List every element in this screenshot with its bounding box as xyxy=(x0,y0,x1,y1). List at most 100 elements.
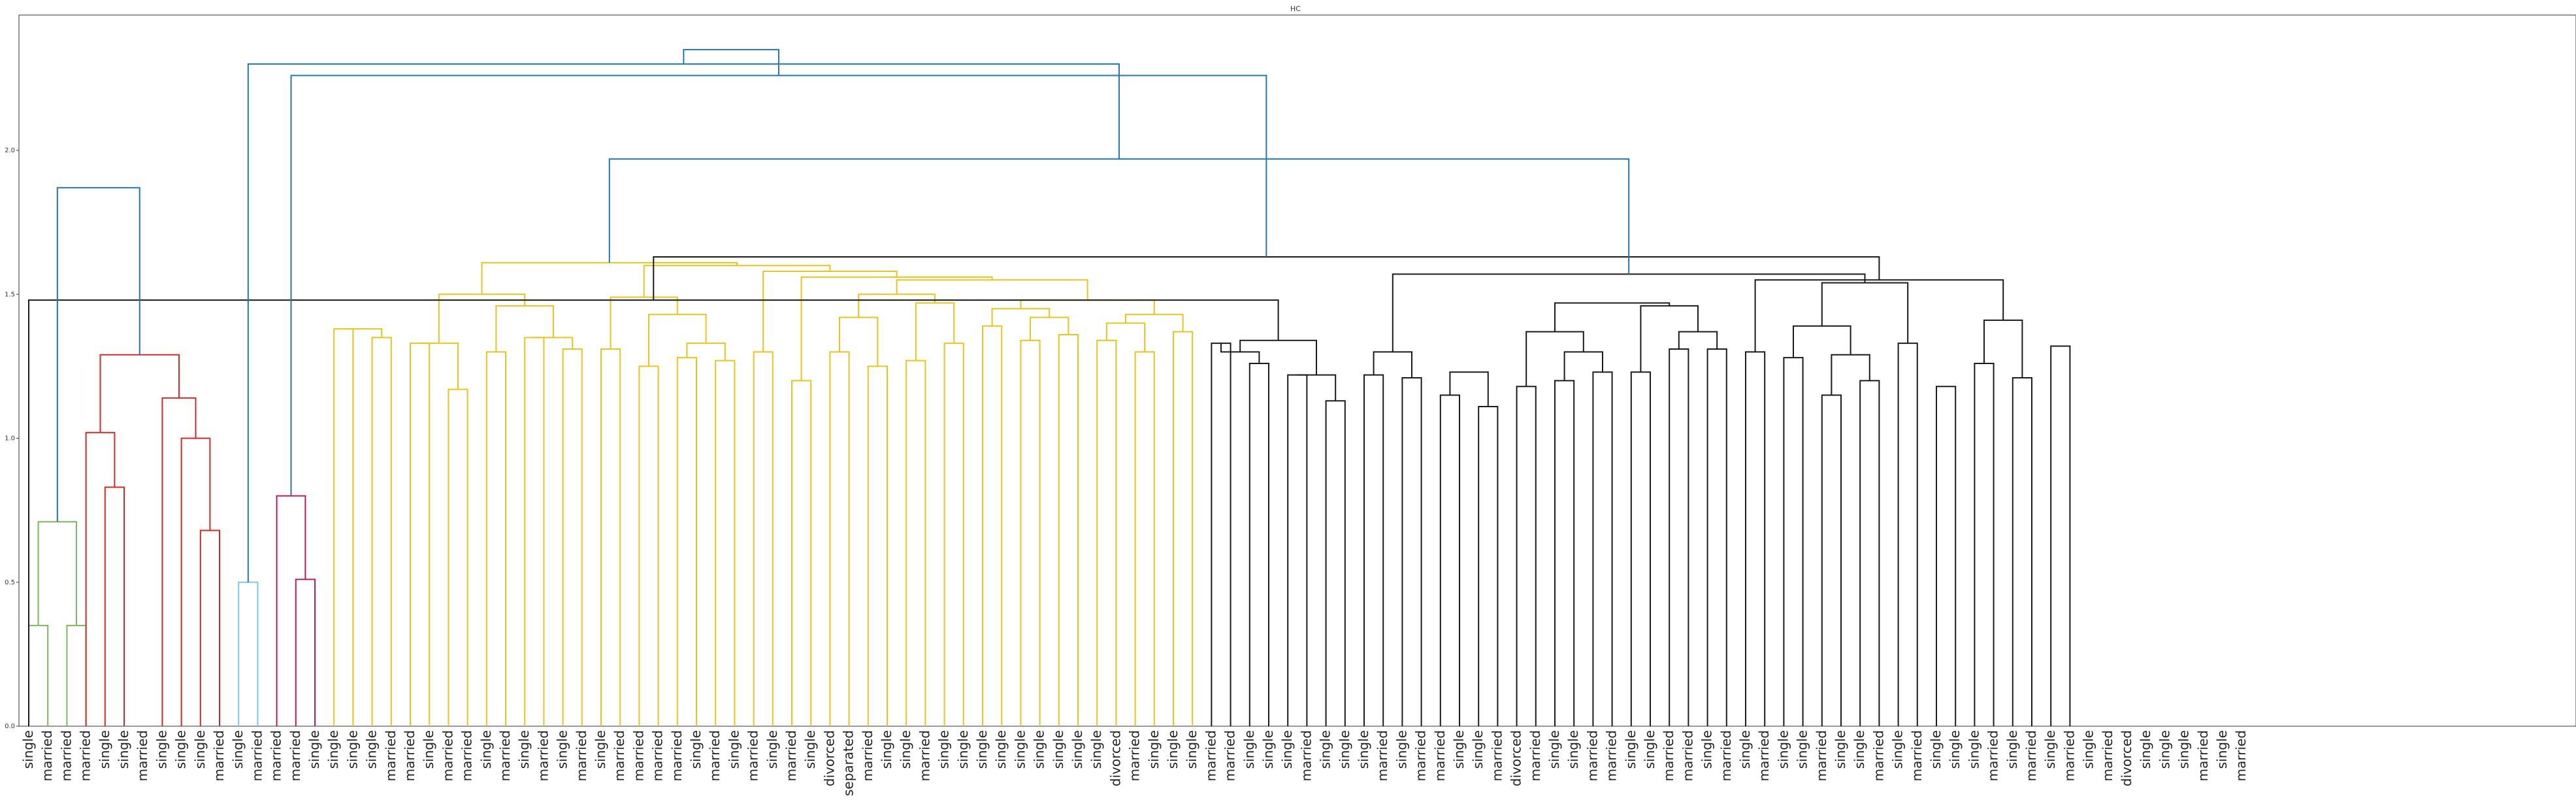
dendrogram-link xyxy=(1020,299,1155,315)
leaf-label: married xyxy=(535,730,551,781)
leaf-label: single xyxy=(555,730,570,769)
dendrogram-link xyxy=(1783,357,1804,726)
leaf-label: married xyxy=(1413,730,1429,781)
dendrogram-link xyxy=(534,337,574,349)
dendrogram-link xyxy=(56,187,140,522)
leaf-label: single xyxy=(20,730,36,769)
leaf-label: married xyxy=(39,730,55,781)
leaf-label: married xyxy=(2023,730,2039,781)
dendrogram-link xyxy=(1974,362,1995,726)
leaf-label: married xyxy=(459,730,475,781)
dendrogram-link xyxy=(28,299,1279,726)
dendrogram-link xyxy=(896,279,1088,301)
leaf-label: single xyxy=(1451,730,1467,769)
leaf-label: single xyxy=(1775,730,1791,769)
dendrogram-link xyxy=(295,578,316,726)
dendrogram-link xyxy=(180,437,211,726)
dendrogram-link xyxy=(2012,377,2032,726)
leaf-label: married xyxy=(402,730,417,781)
leaf-label: married xyxy=(630,730,646,781)
dendrogram-link xyxy=(1525,331,1584,387)
leaf-label: married xyxy=(1604,730,1620,781)
dendrogram-link xyxy=(276,495,306,726)
dendrogram-link xyxy=(1439,394,1460,726)
leaf-label: single xyxy=(1546,730,1562,769)
dendrogram-link xyxy=(1105,322,1146,352)
dendrogram-link xyxy=(982,325,1003,726)
leaf-label: single xyxy=(1356,730,1371,769)
leaf-label: single xyxy=(1623,730,1639,769)
leaf-label: married xyxy=(1584,730,1600,781)
dendrogram-link xyxy=(1211,343,1231,726)
leaf-label: single xyxy=(2004,730,2020,769)
dendrogram-link xyxy=(653,256,1880,301)
dendrogram-link xyxy=(1020,339,1041,726)
leaf-label: married xyxy=(78,730,93,781)
dendrogram-link xyxy=(1392,273,1866,352)
dendrogram-link xyxy=(290,75,1267,496)
dendrogram-link xyxy=(1983,319,2023,378)
dendrogram-link xyxy=(524,337,545,726)
dendrogram-link xyxy=(28,624,49,726)
dendrogram-link xyxy=(1363,374,1384,726)
leaf-label: single xyxy=(1890,730,1906,769)
dendrogram-link xyxy=(1297,374,1337,401)
leaf-label: single xyxy=(2214,730,2230,769)
dendrogram-link xyxy=(1793,325,1851,358)
y-axis: 0.0 0.5 1.0 1.5 2.0 xyxy=(5,147,19,730)
leaf-label: single xyxy=(1241,730,1257,769)
leaf-label: single xyxy=(2157,730,2172,769)
leaf-label: married xyxy=(1527,730,1543,781)
leaf-label: married xyxy=(783,730,799,781)
leaf-label: single xyxy=(2081,730,2096,769)
dendrogram-link xyxy=(1030,316,1069,341)
dendrogram-link xyxy=(683,48,779,76)
leaf-label: single xyxy=(1966,730,1981,769)
leaf-label: married xyxy=(1127,730,1143,781)
dendrogram-link xyxy=(638,365,659,726)
leaf-label: single xyxy=(726,730,742,769)
dendrogram-link xyxy=(1516,386,1537,726)
leaf-label: single xyxy=(1833,730,1848,769)
leaf-label: single xyxy=(1642,730,1657,769)
dendrogram-link xyxy=(610,296,678,349)
leaf-label: married xyxy=(497,730,513,781)
leaf-label: married xyxy=(1375,730,1390,781)
dendrogram-link xyxy=(1096,339,1117,726)
leaf-label: single xyxy=(1318,730,1333,769)
leaf-label: married xyxy=(1203,730,1218,781)
dendrogram-link xyxy=(1630,371,1651,726)
leaf-label: married xyxy=(917,730,932,781)
dendrogram-link xyxy=(481,261,738,295)
dendrogram-link xyxy=(1821,282,1909,344)
dendrogram-link xyxy=(1134,351,1155,726)
leaf-label: divorced xyxy=(821,730,837,786)
leaf-label: married xyxy=(383,730,399,781)
leaf-label: married xyxy=(2100,730,2115,781)
dendrogram-link xyxy=(2050,345,2071,726)
leaf-label: single xyxy=(364,730,380,769)
dendrogram-link xyxy=(562,348,583,726)
dendrogram-link xyxy=(839,316,879,367)
dendrogram-link xyxy=(991,308,1051,326)
leaf-label: married xyxy=(2061,730,2077,781)
chart-title: HC xyxy=(1290,5,1301,13)
dendrogram-link xyxy=(905,360,926,726)
leaf-label: married xyxy=(2233,730,2249,781)
leaf-label: married xyxy=(440,730,455,781)
leaf-label: single xyxy=(879,730,894,769)
leaf-label: single xyxy=(1947,730,1963,769)
dendrogram-link xyxy=(762,271,898,352)
leaf-label: single xyxy=(97,730,112,769)
leaf-label: married xyxy=(1814,730,1829,781)
leaf-label: separated xyxy=(841,730,856,796)
dendrogram-link xyxy=(686,343,726,361)
leaf-label: divorced xyxy=(2119,730,2134,786)
leaf-label: single xyxy=(2042,730,2058,769)
dendrogram-link xyxy=(343,328,383,338)
dendrogram-link xyxy=(1449,371,1489,407)
dendrogram-link xyxy=(1859,380,1880,726)
dendrogram-link xyxy=(1248,362,1269,726)
dendrogram-link xyxy=(1239,339,1317,375)
leaf-label: single xyxy=(1279,730,1295,769)
